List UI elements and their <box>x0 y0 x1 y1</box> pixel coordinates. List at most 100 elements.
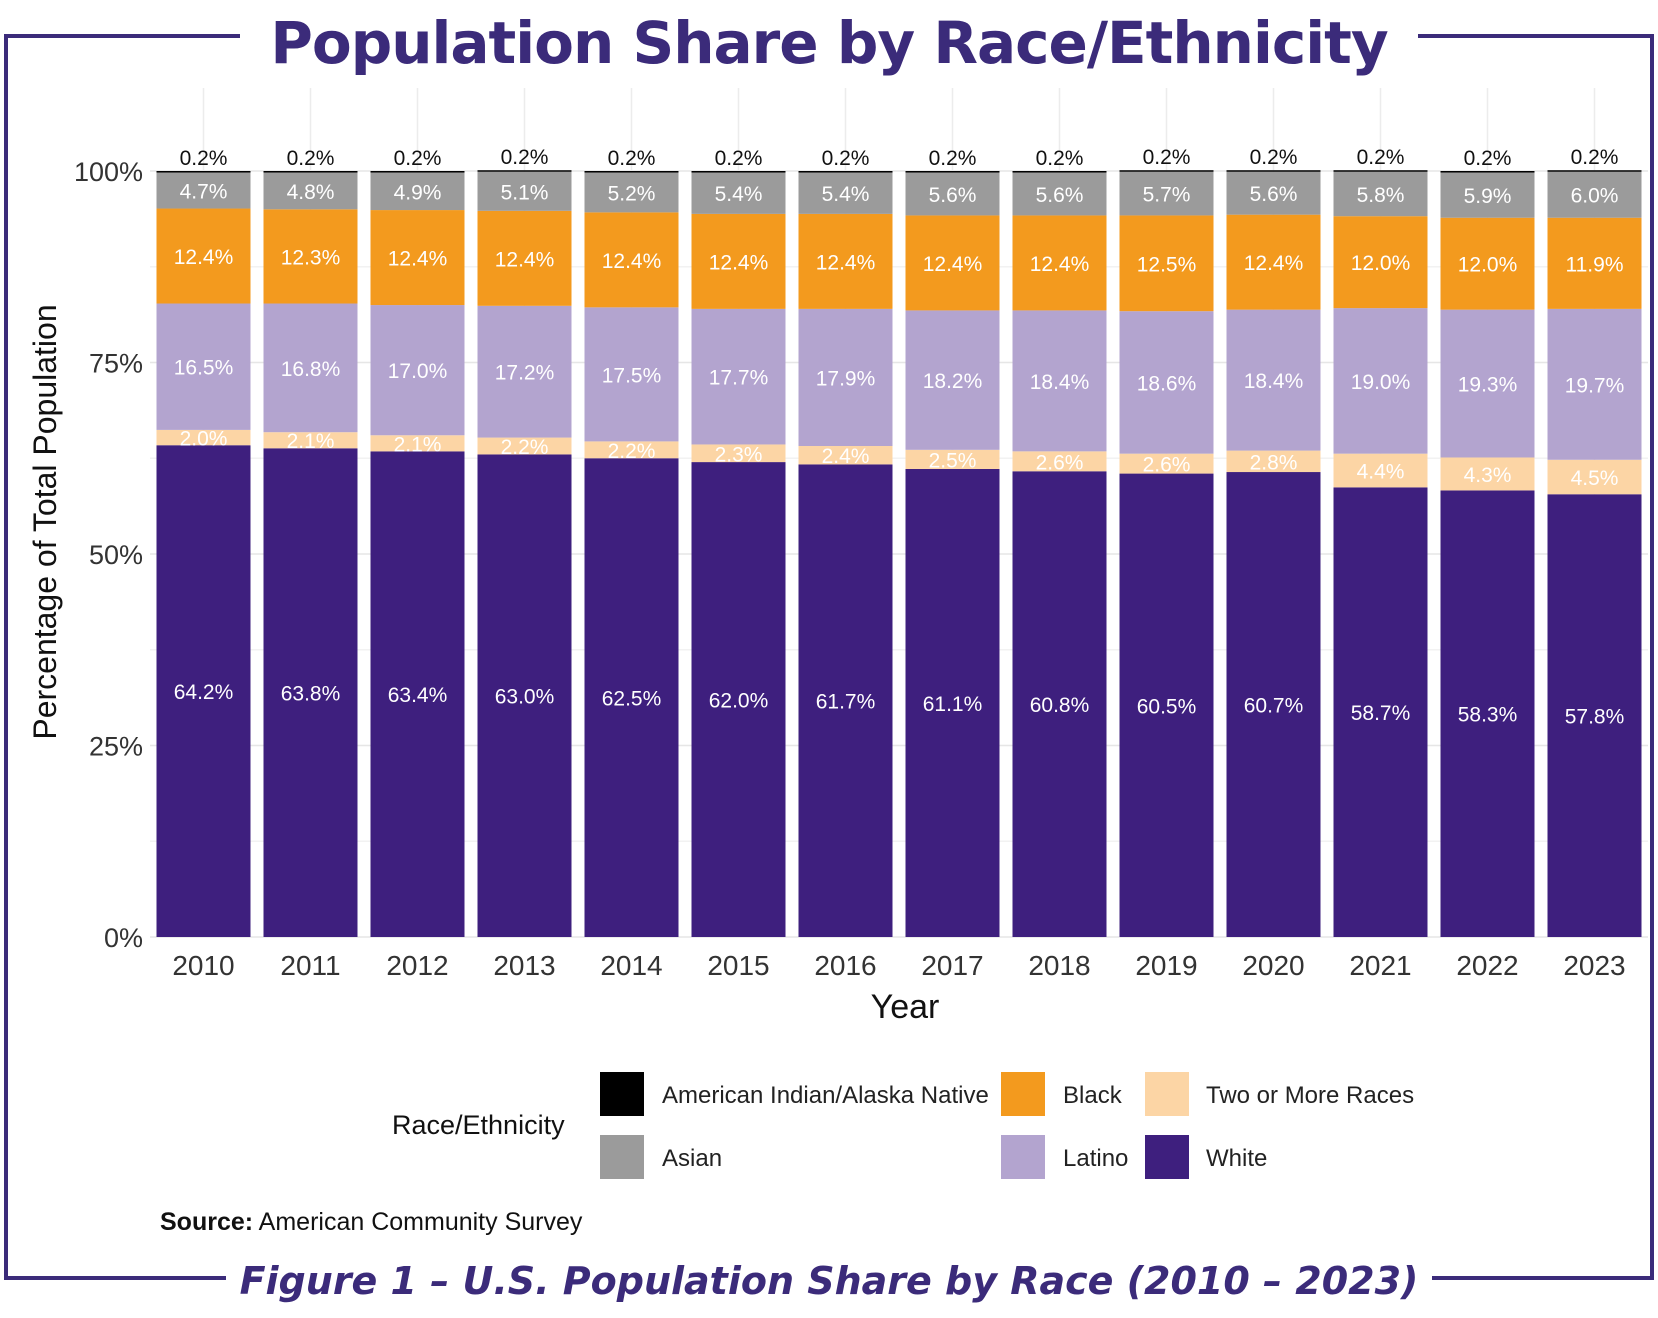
data-label-asian: 5.6% <box>1036 184 1084 207</box>
data-label-latino: 17.2% <box>495 362 555 385</box>
bar-two-or-more-races <box>1333 453 1428 488</box>
data-label-black: 12.0% <box>1351 252 1411 275</box>
x-tick-label: 2016 <box>814 950 876 981</box>
bar-two-or-more-races <box>691 444 786 463</box>
x-tick-label: 2013 <box>493 950 555 981</box>
data-label-white: 63.4% <box>388 684 448 707</box>
data-label-american-indian-alaska-native: 0.2% <box>1464 147 1512 170</box>
bar-latino <box>798 308 893 446</box>
data-label-white: 61.7% <box>816 691 876 714</box>
data-label-asian: 5.9% <box>1464 185 1512 208</box>
data-label-white: 62.5% <box>602 688 662 711</box>
stacked-bar-chart: 64.2% 2.0% 16.5% 12.4% 4.7% 0.2% 63.8% 2.1% 16.8… <box>27 88 1648 1026</box>
data-label-two-or-more-races: 2.6% <box>1143 454 1191 477</box>
x-tick-label: 2023 <box>1563 950 1625 981</box>
x-tick-label: 2014 <box>600 950 662 981</box>
data-label-asian: 5.2% <box>608 182 656 205</box>
bar-white <box>1440 490 1535 937</box>
data-label-two-or-more-races: 2.2% <box>501 436 549 459</box>
bar-latino <box>477 305 572 438</box>
bar-black <box>691 213 786 309</box>
bar-two-or-more-races <box>1547 459 1642 495</box>
bar-asian <box>1226 171 1321 215</box>
bar-two-or-more-races <box>1012 451 1107 472</box>
bar-latino <box>1547 308 1642 460</box>
source-note: Source: American Community Survey <box>160 1208 582 1237</box>
data-label-asian: 4.9% <box>394 181 442 204</box>
bar-american-indian-alaska-native <box>798 171 893 173</box>
bar-latino <box>1333 308 1428 454</box>
bar-black <box>263 209 358 304</box>
data-label-two-or-more-races: 2.1% <box>394 433 442 456</box>
bar-two-or-more-races <box>584 441 679 459</box>
data-label-two-or-more-races: 2.4% <box>822 445 870 468</box>
bar-american-indian-alaska-native <box>263 171 358 173</box>
data-label-asian: 5.4% <box>715 183 763 206</box>
x-tick-label: 2020 <box>1242 950 1304 981</box>
legend-label-two-or-more: Two or More Races <box>1206 1082 1415 1109</box>
bar-black <box>1547 217 1642 309</box>
bar-latino <box>370 305 465 436</box>
legend-swatch-asian <box>600 1135 644 1179</box>
data-label-black: 11.9% <box>1566 253 1624 276</box>
data-label-white: 60.8% <box>1030 694 1090 717</box>
data-label-black: 12.4% <box>174 246 234 269</box>
bar-asian <box>1333 171 1428 217</box>
bar-black <box>156 208 251 304</box>
figure-caption: Figure 1 – U.S. Population Share by Race… <box>0 1254 1658 1308</box>
x-tick-label: 2017 <box>921 950 983 981</box>
data-label-two-or-more-races: 2.5% <box>929 449 977 472</box>
data-label-american-indian-alaska-native: 0.2% <box>822 147 870 170</box>
x-tick-label: 2010 <box>172 950 234 981</box>
legend-swatch-two-or-more <box>1145 1072 1189 1116</box>
data-label-latino: 18.2% <box>923 370 983 393</box>
data-label-asian: 5.1% <box>501 181 549 204</box>
bar-asian <box>798 172 893 214</box>
bar-asian <box>370 172 465 211</box>
bar-white <box>1012 471 1107 937</box>
data-label-latino: 19.7% <box>1565 374 1625 397</box>
bar-white <box>156 445 251 937</box>
bar-american-indian-alaska-native <box>905 171 1000 173</box>
data-label-black: 12.0% <box>1458 254 1518 277</box>
data-label-asian: 4.8% <box>287 181 335 204</box>
bar-asian <box>477 171 572 211</box>
legend-label-black: Black <box>1063 1082 1122 1109</box>
bar-asian <box>584 172 679 213</box>
data-label-american-indian-alaska-native: 0.2% <box>1357 146 1405 169</box>
bar-latino <box>1226 309 1321 451</box>
bar-american-indian-alaska-native <box>370 171 465 173</box>
source-label: Source: <box>160 1208 254 1236</box>
bar-american-indian-alaska-native <box>1333 170 1428 172</box>
data-label-two-or-more-races: 4.3% <box>1464 464 1512 487</box>
bar-white <box>1119 473 1214 937</box>
data-label-asian: 5.7% <box>1143 184 1191 207</box>
bar-latino <box>1119 311 1214 454</box>
x-tick-label: 2019 <box>1135 950 1197 981</box>
bar-black <box>798 213 893 309</box>
bar-two-or-more-races <box>1440 457 1535 491</box>
data-label-latino: 18.6% <box>1137 372 1197 395</box>
bar-american-indian-alaska-native <box>477 170 572 172</box>
data-label-asian: 6.0% <box>1571 185 1619 208</box>
x-tick-label: 2012 <box>386 950 448 981</box>
data-label-two-or-more-races: 4.4% <box>1357 461 1405 484</box>
bar-two-or-more-races <box>1226 450 1321 473</box>
axes: 0% 25% 50% 75% 100% 2010 2011 2012 2013 2014 2015… <box>27 157 1626 1026</box>
bar-two-or-more-races <box>798 445 893 465</box>
data-label-black: 12.5% <box>1137 253 1197 276</box>
data-label-latino: 17.5% <box>602 364 662 387</box>
data-label-american-indian-alaska-native: 0.2% <box>501 146 549 169</box>
bar-white <box>1547 494 1642 937</box>
data-label-latino: 17.7% <box>709 367 769 390</box>
bar-asian <box>691 172 786 214</box>
data-label-latino: 16.5% <box>174 357 234 380</box>
bar-latino <box>156 303 251 430</box>
data-label-two-or-more-races: 2.0% <box>180 428 228 451</box>
data-label-white: 58.7% <box>1351 702 1411 725</box>
data-label-black: 12.4% <box>709 251 769 274</box>
y-tick-label: 50% <box>89 540 143 570</box>
data-label-black: 12.4% <box>388 248 448 271</box>
x-tick-label: 2011 <box>280 950 340 981</box>
bar-asian <box>1547 171 1642 218</box>
